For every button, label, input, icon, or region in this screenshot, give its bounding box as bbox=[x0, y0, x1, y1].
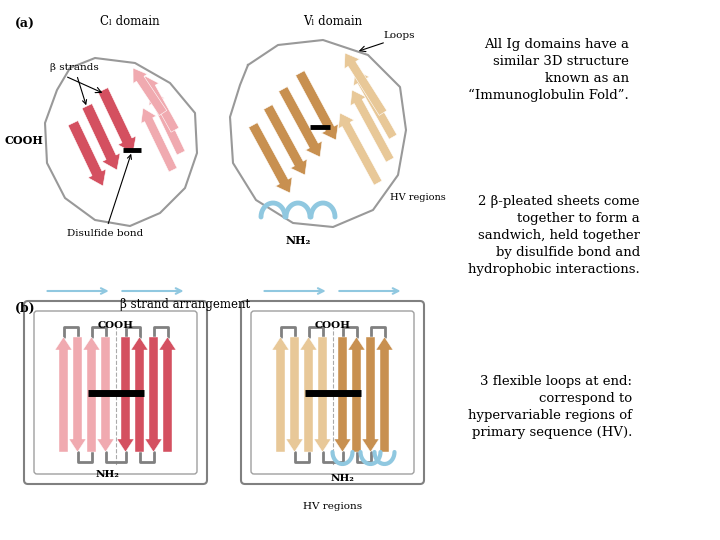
Polygon shape bbox=[248, 123, 292, 193]
Polygon shape bbox=[144, 76, 179, 132]
Polygon shape bbox=[264, 105, 307, 175]
Polygon shape bbox=[344, 53, 387, 116]
Polygon shape bbox=[286, 337, 303, 452]
FancyBboxPatch shape bbox=[24, 301, 207, 484]
Polygon shape bbox=[131, 337, 148, 452]
Polygon shape bbox=[230, 40, 406, 227]
Text: HV regions: HV regions bbox=[390, 192, 446, 201]
Text: COOH: COOH bbox=[97, 321, 133, 329]
Polygon shape bbox=[279, 86, 322, 157]
Text: β strand arrangement: β strand arrangement bbox=[120, 298, 250, 311]
Polygon shape bbox=[272, 337, 289, 452]
Text: (a): (a) bbox=[15, 18, 35, 31]
Polygon shape bbox=[68, 120, 106, 186]
Polygon shape bbox=[354, 70, 397, 139]
Polygon shape bbox=[296, 71, 338, 140]
Polygon shape bbox=[145, 337, 162, 452]
Text: NH₂: NH₂ bbox=[330, 474, 354, 483]
Text: (b): (b) bbox=[15, 302, 35, 315]
FancyBboxPatch shape bbox=[34, 311, 197, 474]
Polygon shape bbox=[334, 337, 351, 452]
Polygon shape bbox=[133, 68, 167, 116]
Polygon shape bbox=[338, 113, 382, 185]
Text: COOH: COOH bbox=[4, 134, 43, 145]
Polygon shape bbox=[314, 337, 331, 452]
Text: COOH: COOH bbox=[315, 321, 351, 329]
Polygon shape bbox=[141, 108, 177, 172]
Text: NH₂: NH₂ bbox=[285, 235, 311, 246]
Polygon shape bbox=[362, 337, 379, 452]
Polygon shape bbox=[159, 337, 176, 452]
Polygon shape bbox=[300, 337, 317, 452]
Text: 3 flexible loops at end:
correspond to
hypervariable regions of
primary sequence: 3 flexible loops at end: correspond to h… bbox=[468, 375, 632, 439]
Polygon shape bbox=[83, 337, 100, 452]
Polygon shape bbox=[149, 90, 185, 155]
Text: All Ig domains have a
similar 3D structure
known as an
“Immunoglobulin Fold”.: All Ig domains have a similar 3D structu… bbox=[468, 38, 629, 102]
Text: 2 β-pleated sheets come
together to form a
sandwich, held together
by disulfide : 2 β-pleated sheets come together to form… bbox=[468, 195, 640, 276]
Text: Loops: Loops bbox=[383, 30, 415, 39]
Polygon shape bbox=[117, 337, 134, 452]
Text: Disulfide bond: Disulfide bond bbox=[67, 155, 143, 238]
Text: NH₂: NH₂ bbox=[96, 470, 120, 479]
Polygon shape bbox=[69, 337, 86, 452]
FancyBboxPatch shape bbox=[251, 311, 414, 474]
Text: Vₗ domain: Vₗ domain bbox=[303, 15, 363, 28]
Polygon shape bbox=[82, 104, 120, 170]
Text: Cₗ domain: Cₗ domain bbox=[100, 15, 160, 28]
Polygon shape bbox=[55, 337, 72, 452]
Polygon shape bbox=[351, 90, 394, 162]
Polygon shape bbox=[45, 58, 197, 226]
Polygon shape bbox=[97, 337, 114, 452]
FancyBboxPatch shape bbox=[241, 301, 424, 484]
Polygon shape bbox=[376, 337, 393, 452]
Polygon shape bbox=[348, 337, 365, 452]
Text: β strands: β strands bbox=[50, 63, 99, 104]
Text: HV regions: HV regions bbox=[303, 502, 362, 511]
Polygon shape bbox=[98, 87, 136, 153]
